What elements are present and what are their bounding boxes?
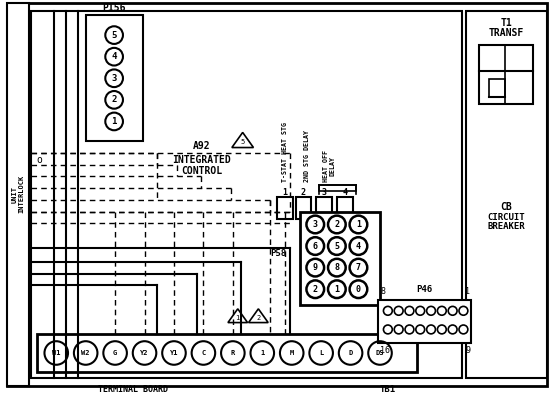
- Text: 1: 1: [111, 117, 117, 126]
- Text: 8: 8: [335, 263, 340, 272]
- Text: G: G: [113, 350, 117, 356]
- Bar: [316, 197, 332, 218]
- Bar: [378, 300, 471, 343]
- Text: 3: 3: [313, 220, 318, 229]
- Text: 7: 7: [356, 263, 361, 272]
- Bar: [296, 197, 311, 218]
- Text: Y1: Y1: [170, 350, 178, 356]
- Text: 3: 3: [111, 74, 117, 83]
- Text: 8: 8: [380, 287, 385, 296]
- Text: C: C: [201, 350, 206, 356]
- Text: T-STAT HEAT STG: T-STAT HEAT STG: [282, 122, 288, 182]
- Bar: [33, 153, 47, 167]
- Text: R: R: [230, 350, 235, 356]
- Text: 1: 1: [356, 220, 361, 229]
- Text: DS: DS: [376, 350, 384, 356]
- Text: 6: 6: [313, 242, 318, 250]
- Bar: [319, 185, 356, 191]
- Bar: [30, 11, 463, 378]
- Text: 1: 1: [283, 188, 288, 197]
- Text: o: o: [37, 155, 43, 165]
- Text: 2: 2: [257, 315, 260, 321]
- Text: CB: CB: [501, 202, 512, 212]
- Text: 1: 1: [260, 350, 264, 356]
- Text: 2: 2: [111, 95, 117, 104]
- Text: TRANSF: TRANSF: [489, 28, 524, 38]
- Text: P156: P156: [102, 2, 126, 13]
- Text: 1: 1: [335, 285, 340, 294]
- Text: 2ND STG DELAY: 2ND STG DELAY: [304, 130, 310, 182]
- Text: INTEGRATED: INTEGRATED: [172, 155, 231, 165]
- Bar: [479, 45, 533, 104]
- Text: Y2: Y2: [140, 350, 149, 356]
- Text: UNIT
INTERLOCK: UNIT INTERLOCK: [12, 175, 24, 213]
- Text: HEAT OFF
DELAY: HEAT OFF DELAY: [322, 150, 336, 182]
- Text: 3: 3: [321, 188, 327, 197]
- Bar: [277, 197, 293, 218]
- Bar: [7, 3, 29, 386]
- Bar: [300, 212, 380, 305]
- Text: L: L: [319, 350, 324, 356]
- Text: CONTROL: CONTROL: [181, 166, 222, 177]
- Bar: [466, 11, 547, 378]
- Text: W2: W2: [81, 350, 90, 356]
- Text: 9: 9: [465, 346, 470, 355]
- Bar: [86, 15, 142, 141]
- Text: 2: 2: [313, 285, 318, 294]
- Text: 0: 0: [356, 285, 361, 294]
- Text: 9: 9: [313, 263, 318, 272]
- Text: BREAKER: BREAKER: [488, 222, 525, 231]
- Text: 5: 5: [111, 30, 117, 40]
- Bar: [337, 197, 352, 218]
- Text: TERMINAL BOARD: TERMINAL BOARD: [98, 386, 168, 394]
- Text: 16: 16: [380, 346, 390, 355]
- Bar: [37, 334, 417, 372]
- Text: 4: 4: [342, 188, 347, 197]
- Text: 1: 1: [465, 287, 470, 296]
- Text: M: M: [290, 350, 294, 356]
- Text: TB1: TB1: [380, 386, 396, 394]
- Text: 5: 5: [240, 139, 245, 145]
- Text: D: D: [348, 350, 353, 356]
- Text: 2: 2: [301, 188, 306, 197]
- Text: P58: P58: [270, 249, 286, 258]
- Text: A92: A92: [193, 141, 211, 151]
- Text: W1: W1: [52, 350, 60, 356]
- Text: 2: 2: [335, 220, 340, 229]
- Text: CIRCUIT: CIRCUIT: [488, 213, 525, 222]
- Text: 5: 5: [335, 242, 340, 250]
- Text: P46: P46: [416, 285, 432, 294]
- Text: 1: 1: [235, 315, 240, 321]
- Bar: [489, 79, 505, 97]
- Text: 4: 4: [111, 52, 117, 61]
- Text: 4: 4: [356, 242, 361, 250]
- Text: T1: T1: [501, 19, 512, 28]
